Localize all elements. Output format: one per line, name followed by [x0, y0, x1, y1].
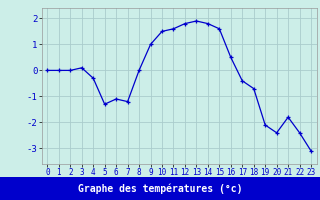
Text: Graphe des températures (°c): Graphe des températures (°c): [78, 183, 242, 194]
